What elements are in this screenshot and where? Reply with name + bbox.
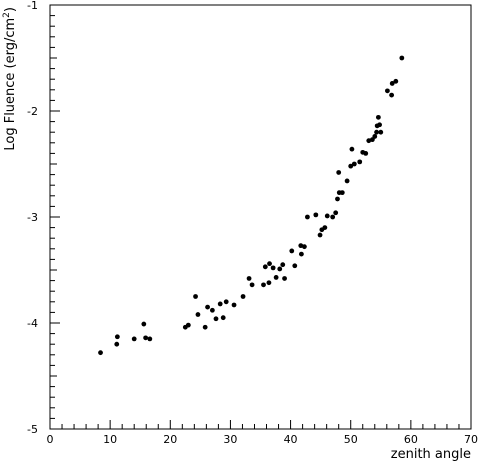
data-point [282,276,287,281]
data-point [333,210,339,216]
x-tick-label: 20 [163,433,177,446]
data-point [220,315,226,321]
y-axis-title-close: ) [3,7,18,12]
data-point [270,265,276,271]
data-point [374,129,379,135]
data-point [322,225,328,231]
data-point [205,304,210,310]
data-point [246,276,252,281]
data-point [389,92,395,98]
data-point [339,190,345,196]
y-axis-title-main: Log Fluence (erg/cm [3,18,18,151]
x-tick-label: 0 [47,433,54,446]
data-point [240,294,246,299]
plot-frame [49,4,472,430]
data-point [185,322,191,328]
x-tick-label: 60 [404,433,418,446]
data-point [267,261,272,267]
data-point [261,282,266,288]
x-tick-label: 10 [103,433,117,446]
data-point [131,336,137,342]
data-point [231,302,237,308]
x-tick-label: 50 [344,433,358,446]
data-point [399,55,405,61]
data-point [262,264,268,270]
data-point [375,114,381,120]
data-point [217,301,223,307]
data-point [330,214,336,220]
data-point [302,244,307,250]
data-point [385,88,390,94]
data-point [292,263,298,269]
data-point [335,196,340,202]
data-point [273,275,279,280]
y-axis-title-superscript: 2 [2,12,12,18]
x-tick-label: 70 [464,433,478,446]
data-point [147,336,153,342]
data-point [349,146,355,152]
data-point [143,335,149,341]
x-axis-ticks: 0 10 20 30 40 50 60 70 [47,420,478,446]
data-point [280,262,286,268]
data-point [195,312,201,317]
data-point [344,178,350,184]
y-axis-title: Log Fluence (erg/cm2) [2,7,18,151]
data-point [141,321,147,327]
data-point [266,280,272,286]
data-points [98,55,405,356]
x-axis-title: zenith angle [391,447,471,462]
data-point [209,307,215,313]
data-point [366,138,372,144]
data-point [98,350,103,356]
y-tick-label: -3 [27,211,38,224]
y-axis-ticks: -5 -4 -3 -2 -1 [27,0,60,436]
data-point [351,161,357,167]
x-tick-label: 30 [223,433,237,446]
data-point [298,251,304,257]
data-point [317,232,323,238]
x-tick-label: 40 [284,433,298,446]
y-tick-label: -5 [27,423,38,436]
data-point [114,341,120,347]
y-tick-label: -4 [27,317,38,330]
plot-border [49,4,472,430]
data-point [298,243,304,249]
data-point [223,299,229,305]
data-point [324,213,330,219]
data-point [377,122,382,128]
data-point [357,159,363,165]
data-point [348,163,354,169]
y-tick-label: -1 [27,0,38,12]
data-point [193,294,198,299]
data-point [378,129,384,135]
data-point [305,214,310,220]
y-tick-label: -2 [27,105,38,118]
data-point [313,212,319,218]
data-point [289,248,295,254]
data-point [114,334,120,340]
data-point [393,78,399,84]
data-point [363,151,369,156]
data-point [389,81,395,86]
data-point [336,170,342,175]
data-point [202,324,208,330]
data-point [277,266,283,272]
data-point [249,282,255,288]
data-point [213,316,219,322]
data-point [372,134,378,139]
